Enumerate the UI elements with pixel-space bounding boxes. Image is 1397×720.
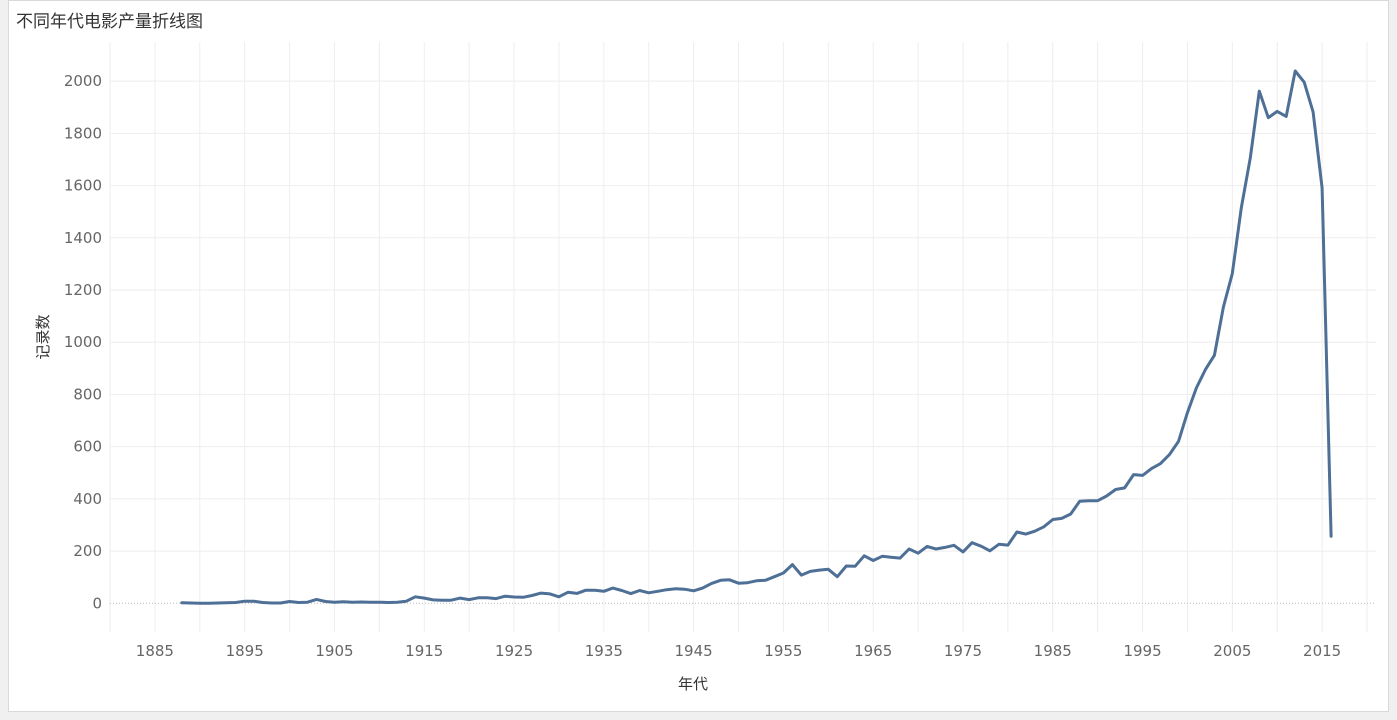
x-tick-label: 1975: [944, 642, 982, 660]
y-axis-label: 记录数: [34, 314, 52, 359]
x-axis-label: 年代: [678, 675, 708, 693]
x-tick-label: 1925: [495, 642, 533, 660]
x-tick-label: 1885: [136, 642, 174, 660]
x-tick-label: 2005: [1213, 642, 1251, 660]
y-tick-label: 600: [73, 438, 102, 456]
y-tick-label: 400: [73, 490, 102, 508]
x-tick-label: 1945: [675, 642, 713, 660]
x-tick-label: 1905: [315, 642, 353, 660]
x-tick-label: 1955: [764, 642, 802, 660]
series-line: [180, 69, 1333, 605]
y-tick-label: 2000: [64, 72, 102, 90]
x-tick-label: 1985: [1034, 642, 1072, 660]
x-tick-label: 1895: [226, 642, 264, 660]
y-tick-label: 0: [92, 594, 102, 612]
y-tick-label: 200: [73, 542, 102, 560]
chart-title: 不同年代电影产量折线图: [16, 12, 203, 32]
y-tick-label: 1200: [64, 281, 102, 299]
x-tick-label: 1935: [585, 642, 623, 660]
y-tick-label: 1400: [64, 229, 102, 247]
y-tick-label: 1000: [64, 333, 102, 351]
y-tick-label: 800: [73, 385, 102, 403]
x-tick-label: 2015: [1303, 642, 1341, 660]
chart-panel: [8, 0, 1389, 712]
x-tick-label: 1995: [1123, 642, 1161, 660]
x-tick-label: 1965: [854, 642, 892, 660]
y-tick-label: 1600: [64, 177, 102, 195]
y-tick-label: 1800: [64, 124, 102, 142]
x-tick-label: 1915: [405, 642, 443, 660]
